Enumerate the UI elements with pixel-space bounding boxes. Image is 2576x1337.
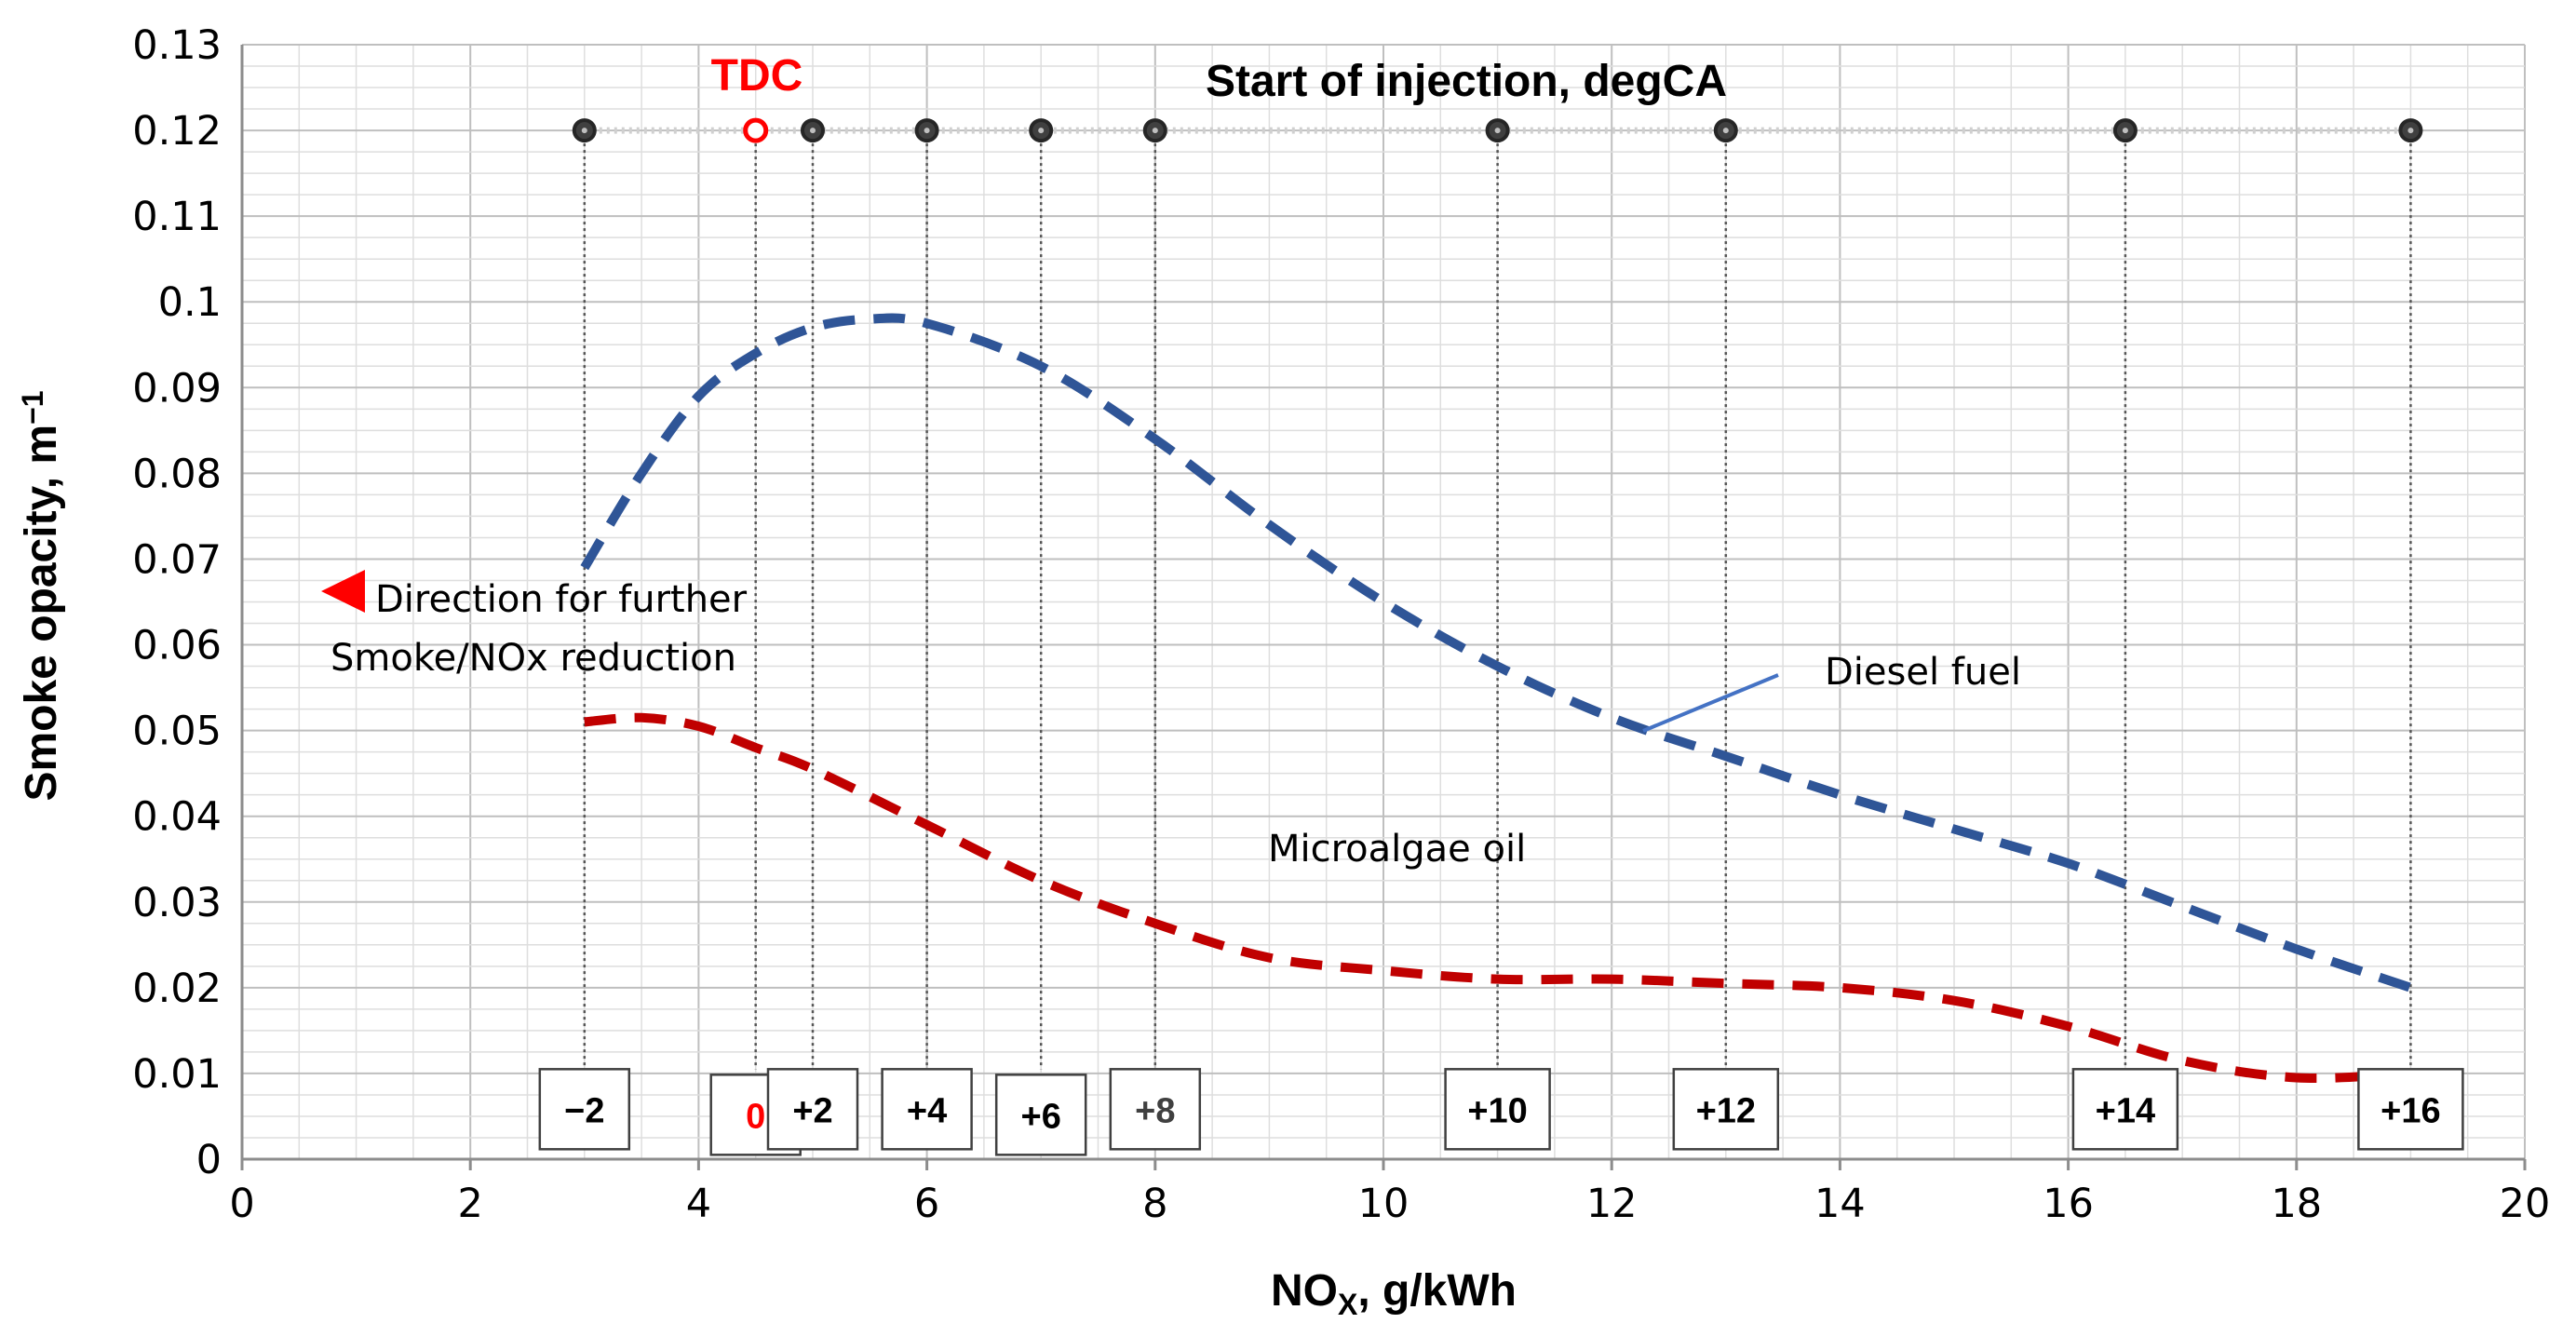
injection-label-box — [1444, 1068, 1551, 1151]
injection-label-box — [766, 1068, 859, 1151]
injection-label-box — [2071, 1068, 2179, 1151]
injection-marker-center — [1152, 128, 1158, 134]
tdc-label: TDC — [711, 51, 803, 101]
injection-label: 0 — [746, 1097, 765, 1136]
injection-label: +6 — [1021, 1097, 1061, 1136]
y-tick-label: 0 — [196, 1137, 222, 1183]
x-axis-title-main: NO — [1271, 1266, 1338, 1316]
injection-marker-center — [1038, 128, 1045, 134]
y-tick-label: 0.06 — [132, 623, 222, 669]
y-tick-label: 0.05 — [132, 709, 222, 755]
injection-label: +12 — [1696, 1091, 1756, 1130]
injection-label-box — [1672, 1068, 1780, 1151]
injection-label-box — [2357, 1068, 2464, 1151]
x-tick-label: 10 — [1358, 1181, 1409, 1227]
y-tick-labels: 0 0.01 0.02 0.03 0.04 0.05 0.06 0.07 0.08 0.09 0.1… — [132, 22, 222, 1183]
microalgae-oil-series — [584, 712, 2411, 1084]
y-axis-title: Smoke opacity, m−1 — [16, 390, 66, 801]
y-axis-title-main: Smoke opacity, m — [17, 425, 66, 802]
injection-label: +2 — [792, 1091, 832, 1130]
y-tick-label: 0.08 — [132, 451, 222, 497]
injection-timing-line — [572, 117, 2423, 143]
injection-label-boxes: −2 0 +2 +4 +6 +8 +10 +12 +14 +16 — [538, 1068, 2464, 1156]
y-tick-label: 0.12 — [132, 108, 222, 155]
diesel-leader-line — [1642, 673, 1779, 733]
y-tick-label: 0.03 — [132, 880, 222, 926]
y-tick-label: 0.02 — [132, 966, 222, 1012]
direction-arrow-icon — [321, 570, 365, 613]
y-tick-label: 0.11 — [132, 194, 222, 240]
injection-drop-lines — [583, 130, 2412, 1070]
y-tick-label: 0.1 — [158, 279, 222, 326]
chart-title: Start of injection, degCA — [1206, 57, 1727, 106]
x-tick-label: 18 — [2271, 1181, 2322, 1227]
y-tick-label: 0.07 — [132, 536, 222, 583]
x-tick-labels: 0 2 4 6 8 10 12 14 16 18 20 — [229, 1181, 2550, 1227]
injection-label-box — [1109, 1068, 1202, 1151]
direction-label-line2: Smoke/NOx reduction — [330, 637, 736, 680]
injection-label-box — [538, 1068, 631, 1151]
injection-marker-center — [581, 128, 587, 134]
injection-label: +16 — [2380, 1091, 2440, 1130]
x-tick-label: 12 — [1586, 1181, 1638, 1227]
y-tick-label: 0.04 — [132, 794, 222, 841]
injection-label: +14 — [2096, 1091, 2155, 1130]
x-tick-label: 16 — [2043, 1181, 2094, 1227]
injection-marker-center — [1494, 128, 1501, 134]
x-tick-label: 6 — [914, 1181, 939, 1227]
injection-marker-center — [2407, 128, 2414, 134]
injection-label-box — [881, 1068, 973, 1151]
injection-marker-center — [924, 128, 930, 134]
injection-label: +10 — [1467, 1091, 1527, 1130]
x-tick-label: 14 — [1814, 1181, 1866, 1227]
injection-marker-center — [2122, 128, 2128, 134]
diesel-fuel-label: Diesel fuel — [1825, 651, 2021, 694]
x-axis-title-sub: X — [1338, 1288, 1358, 1321]
x-tick-label: 4 — [686, 1181, 711, 1227]
x-tick-label: 20 — [2500, 1181, 2551, 1227]
injection-label-box — [994, 1074, 1087, 1156]
y-tick-label: 0.09 — [132, 365, 222, 412]
direction-label-line1: Direction for further — [375, 578, 748, 621]
injection-label: +8 — [1135, 1091, 1175, 1130]
y-tick-label: 0.01 — [132, 1051, 222, 1098]
microalgae-oil-label: Microalgae oil — [1268, 828, 1526, 871]
x-tick-label: 0 — [229, 1181, 254, 1227]
x-axis-title: NOX, g/kWh — [1271, 1266, 1517, 1321]
x-tick-label: 8 — [1142, 1181, 1167, 1227]
injection-label: +4 — [907, 1091, 947, 1130]
diesel-fuel-series — [580, 313, 2413, 993]
x-axis-title-unit: , g/kWh — [1357, 1266, 1517, 1316]
injection-label: −2 — [564, 1091, 604, 1130]
axes — [240, 45, 2527, 1170]
x-tick-label: 2 — [458, 1181, 483, 1227]
injection-marker-center — [810, 128, 816, 134]
tdc-marker — [743, 117, 769, 143]
y-tick-label: 0.13 — [132, 22, 222, 69]
injection-marker-center — [1722, 128, 1729, 134]
series-lines — [580, 313, 2413, 1084]
y-axis-title-sup: −1 — [16, 390, 49, 424]
